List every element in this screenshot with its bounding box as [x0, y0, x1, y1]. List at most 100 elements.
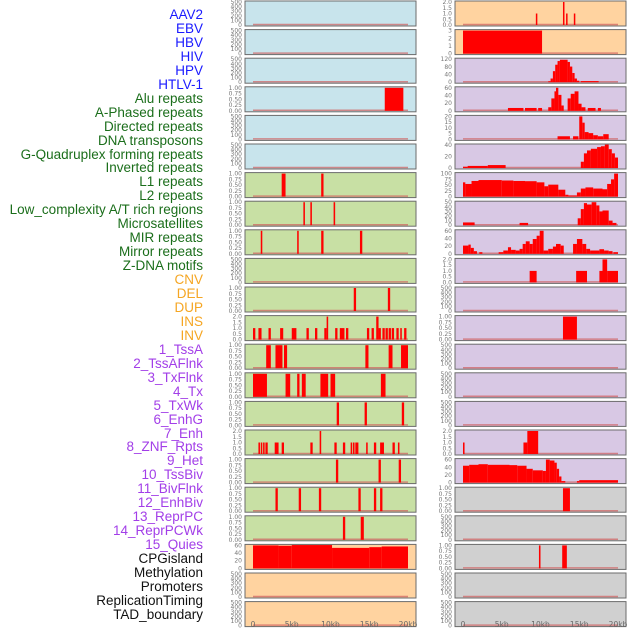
data-bar [604, 144, 609, 168]
y-tick-label: 1.00 [229, 514, 243, 521]
data-bar [532, 239, 537, 254]
y-tick-label: 1.00 [439, 542, 453, 549]
y-tick-label: 0.00 [439, 565, 453, 572]
y-tick-label: 1.0 [232, 440, 242, 447]
data-bar [336, 402, 340, 426]
panel-background [244, 172, 417, 199]
y-tick-label: 0.00 [229, 222, 243, 229]
y-tick-label: 500 [441, 342, 453, 349]
data-bar [579, 480, 618, 483]
data-bar [266, 345, 271, 369]
y-tick-label: 300 [231, 609, 243, 616]
data-bar [558, 94, 562, 111]
y-tick-label: 400 [231, 32, 243, 39]
data-bar [614, 157, 618, 168]
data-bar [369, 547, 382, 569]
data-bar [463, 166, 468, 168]
data-bar [303, 202, 305, 226]
data-bar [532, 470, 543, 483]
data-bar [548, 81, 551, 83]
y-tick-label: 500 [231, 0, 243, 6]
panel-background [454, 486, 627, 513]
data-bar [253, 328, 256, 340]
y-tick-label: 500 [441, 399, 453, 406]
y-tick-label: 0.50 [229, 354, 243, 361]
panel-background [244, 57, 417, 84]
data-bar [593, 188, 603, 197]
data-bar [463, 245, 469, 254]
track-label: Low_complexity A/T rich regions [9, 202, 203, 218]
y-tick-label: 1.5 [442, 262, 452, 269]
track-panel: 0.000.250.500.751.00 [229, 514, 417, 544]
y-tick-label: 0 [448, 136, 452, 143]
y-tick-label: 2.0 [442, 0, 452, 6]
y-tick-label: 100 [441, 389, 453, 396]
data-bar [398, 459, 402, 483]
y-tick-label: 300 [231, 580, 243, 587]
y-tick-label: 0.00 [229, 394, 243, 401]
y-tick-label: 100 [231, 618, 243, 625]
y-tick-label: 1.00 [229, 399, 243, 406]
panel-background [244, 601, 417, 628]
data-bar [614, 173, 618, 197]
y-tick-label: 1.00 [229, 371, 243, 378]
y-tick-label: 200 [231, 70, 243, 77]
track-label: 13_ReprPC [132, 509, 203, 525]
y-tick-label: 0.00 [439, 337, 453, 344]
data-bar [258, 442, 260, 454]
y-tick-label: 0.50 [229, 382, 243, 389]
y-tick-label: 0.25 [229, 502, 243, 509]
y-tick-label: 1.00 [229, 285, 243, 292]
data-bar [519, 222, 529, 226]
y-tick-label: 400 [231, 604, 243, 611]
data-bar [333, 202, 336, 226]
data-bar [342, 442, 346, 454]
track-label: Alu repeats [134, 90, 203, 106]
data-bar [539, 230, 544, 254]
y-tick-label: 20 [444, 154, 452, 161]
y-tick-label: 0.75 [229, 205, 243, 212]
data-bar [559, 476, 562, 483]
panel-background [454, 286, 627, 313]
data-bar [543, 250, 549, 254]
y-tick-label: 20 [234, 558, 242, 565]
y-tick-label: 100 [231, 46, 243, 53]
data-bar [573, 136, 579, 140]
y-tick-label: 100 [231, 132, 243, 139]
data-bar [576, 239, 583, 254]
y-tick-label: 15 [444, 119, 452, 126]
track-label: 5_TxWk [153, 397, 203, 413]
y-tick-label: 300 [441, 580, 453, 587]
data-bar [602, 259, 608, 283]
y-tick-label: 0.75 [439, 319, 453, 326]
data-bar [326, 316, 329, 340]
panel-background [244, 429, 417, 456]
data-bar [611, 153, 615, 168]
data-bar [358, 488, 361, 512]
panel-background [244, 200, 417, 227]
data-bar [467, 165, 488, 168]
data-bar [590, 148, 598, 168]
data-bar [576, 192, 581, 197]
data-bar [590, 250, 600, 254]
data-bar [260, 442, 263, 454]
data-bar [573, 243, 577, 254]
track-label: HTLV-1 [158, 76, 203, 92]
x-tick-label: 0 [251, 620, 256, 629]
y-tick-label: 0 [238, 22, 242, 29]
panel-background [454, 400, 627, 427]
panel-background [454, 257, 627, 284]
track-label: 8_ZNF_Rpts [126, 439, 203, 455]
y-tick-label: 1.00 [229, 485, 243, 492]
y-tick-label: 40 [444, 204, 452, 211]
track-label: Microsatellites [117, 216, 203, 232]
panel-background [244, 458, 417, 485]
y-tick-label: 1.00 [229, 199, 243, 206]
y-tick-label: 1 [448, 43, 452, 50]
y-tick-label: 300 [441, 294, 453, 301]
